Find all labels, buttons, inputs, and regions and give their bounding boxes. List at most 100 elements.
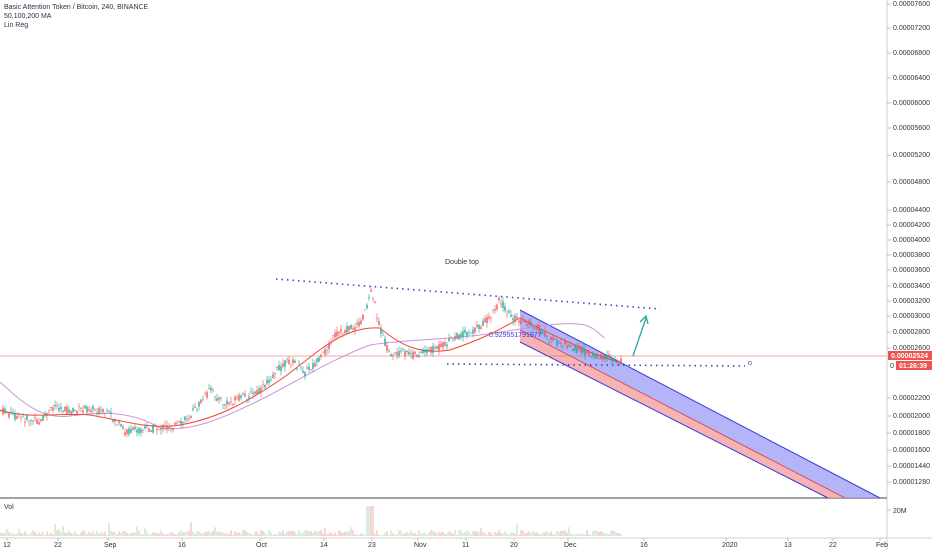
volume-bar — [568, 527, 570, 536]
candle-body — [420, 351, 422, 353]
double-top-annotation[interactable]: Double top — [445, 259, 479, 266]
volume-bar — [326, 533, 328, 536]
chart-legend[interactable]: Basic Attention Token / Bitcoin, 240, BI… — [4, 3, 148, 30]
price-axis[interactable]: 0.00007600 0.00007200 0.00006800 0.00006400… — [887, 1, 930, 486]
candle-body — [40, 419, 42, 421]
volume-bar — [20, 532, 22, 536]
candle-body — [128, 428, 130, 435]
volume-bar — [312, 532, 314, 536]
volume-bar — [32, 530, 34, 536]
candle-body — [14, 413, 16, 420]
candle-body — [286, 358, 288, 360]
volume-bar — [138, 530, 140, 536]
candle-body — [0, 410, 2, 411]
candle-body — [550, 336, 552, 340]
volume-bar — [222, 532, 224, 536]
symbol-title[interactable]: Basic Attention Token / Bitcoin, 240, BI… — [4, 4, 149, 11]
candle-body — [414, 351, 416, 354]
price-axis-label: 0.00002600 — [893, 345, 930, 352]
candle-body — [98, 407, 100, 415]
linreg-lower-line — [519, 341, 829, 499]
double-top-resistance-line[interactable] — [275, 278, 661, 310]
volume-bar — [520, 530, 522, 536]
candle-body — [226, 400, 228, 405]
candle-body — [104, 413, 106, 415]
volume-bar — [2, 533, 4, 536]
candle-body — [248, 396, 250, 399]
volume-bar — [574, 534, 576, 536]
candle-body — [460, 333, 462, 338]
support-line[interactable] — [446, 363, 746, 367]
volume-bar — [518, 534, 520, 536]
candle-body — [214, 396, 216, 398]
volume-bar — [470, 534, 472, 536]
candle-body — [544, 331, 546, 337]
time-axis[interactable]: 12 22 Sep 16 Oct 14 23 Nov 11 20 Dec 16 2020 13 22 Feb — [3, 538, 888, 549]
volume-bar — [226, 532, 228, 536]
current-price-tag — [888, 351, 932, 360]
candle-body — [338, 331, 340, 334]
volume-bar — [150, 534, 152, 536]
candle-body — [168, 427, 170, 429]
candle-body — [42, 415, 44, 421]
candle-body — [434, 347, 436, 349]
candle-body — [84, 405, 86, 409]
candle-body — [276, 366, 278, 369]
candle-body — [528, 320, 530, 325]
candle-body — [12, 412, 14, 414]
time-axis-label: 2020 — [722, 542, 738, 549]
volume-bar — [306, 530, 308, 536]
volume-bar — [604, 533, 606, 536]
candle-body — [254, 391, 256, 394]
volume-bar — [566, 532, 568, 536]
candle-body — [274, 373, 276, 375]
candle-body — [594, 354, 596, 359]
volume-bar — [58, 529, 60, 536]
volume-bar — [346, 531, 348, 536]
bar-countdown: 01:26:39 — [899, 363, 927, 370]
candle-body — [102, 408, 104, 413]
volume-bar — [430, 530, 432, 536]
volume-bar — [196, 531, 198, 536]
candle-body — [24, 421, 26, 423]
volume-bar — [262, 530, 264, 536]
candle-body — [196, 409, 198, 411]
volume-bar — [68, 530, 70, 536]
projection-arrow[interactable] — [632, 317, 647, 357]
candle-body — [366, 304, 368, 309]
volume-bar — [428, 532, 430, 536]
candle-body — [48, 409, 50, 411]
ma-50-line — [0, 317, 621, 427]
volume-bar — [270, 532, 272, 536]
volume-bar — [330, 532, 332, 536]
candle-body — [596, 355, 598, 358]
candle-body — [32, 420, 34, 422]
volume-bar — [242, 530, 244, 536]
candle-body — [224, 404, 226, 406]
volume-bar — [92, 531, 94, 536]
volume-bar — [500, 532, 502, 536]
price-axis-label: 0.00004000 — [893, 237, 930, 244]
candle-body — [268, 379, 270, 383]
volume-bar — [290, 531, 292, 536]
candle-body — [58, 407, 60, 411]
candle-body — [212, 390, 214, 391]
candle-body — [16, 416, 18, 419]
candle-body — [396, 352, 398, 356]
ma-indicator-label[interactable]: 50,100,200 MA — [4, 13, 52, 20]
volume-bar — [246, 531, 248, 536]
candle-body — [478, 324, 480, 330]
time-axis-label: 16 — [640, 542, 648, 549]
volume-bar — [582, 533, 584, 536]
time-axis-label: Nov — [414, 542, 427, 549]
candle-body — [412, 351, 414, 359]
volume-bar — [426, 534, 428, 536]
line-endpoint-marker[interactable]: o — [748, 360, 752, 367]
volume-bar — [414, 533, 416, 536]
linreg-indicator-label[interactable]: Lin Reg — [4, 22, 29, 29]
candle-body — [240, 395, 242, 399]
volume-bar — [140, 534, 142, 536]
volume-bar — [448, 530, 450, 536]
candle-body — [150, 430, 152, 432]
